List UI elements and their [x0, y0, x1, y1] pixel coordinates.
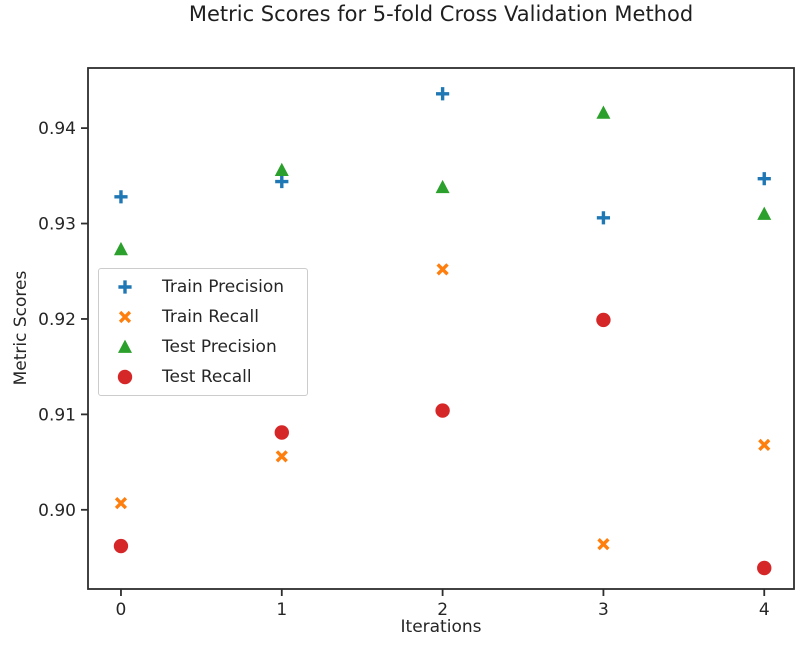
marker-train-recall-2 — [436, 263, 449, 276]
marker-test-precision-3 — [596, 105, 611, 119]
marker-train-precision-4 — [757, 172, 771, 186]
marker-train-recall-3 — [597, 538, 610, 551]
marker-test-precision-4 — [757, 206, 772, 220]
marker-test-recall-3 — [596, 312, 611, 328]
circle-marker-glyph — [117, 369, 133, 384]
triangle-up-marker-icon — [99, 333, 151, 361]
x-tick-label: 0 — [116, 600, 127, 620]
triangle-up-marker-glyph — [118, 339, 132, 353]
marker-train-precision-2 — [436, 87, 450, 101]
marker-test-recall-2 — [435, 403, 450, 418]
legend-item-label: Train Precision — [162, 277, 285, 298]
y-tick-label: 0.91 — [38, 405, 76, 425]
marker-train-precision-1 — [275, 174, 289, 189]
plus-marker-glyph — [118, 280, 132, 294]
legend-item-label: Test Precision — [162, 336, 277, 357]
y-tick-label: 0.93 — [38, 215, 76, 235]
circle-marker-icon — [99, 363, 151, 391]
x-axis-label: Iterations — [400, 617, 482, 637]
y-tick-label: 0.92 — [38, 310, 76, 330]
x-marker-icon — [99, 303, 151, 331]
legend-item-test-precision: Test Precision — [99, 332, 307, 361]
legend: Train Precision Train Recall Test Precisio… — [98, 268, 308, 396]
marker-test-precision-1 — [274, 162, 289, 177]
y-axis-label: Metric Scores — [11, 270, 31, 386]
legend-item-test-recall: Test Recall — [99, 362, 307, 391]
marker-train-precision-3 — [596, 211, 611, 225]
marker-test-recall-1 — [274, 425, 289, 440]
y-tick-label: 0.90 — [38, 501, 76, 521]
x-tick-label: 1 — [276, 600, 287, 620]
marker-train-precision-0 — [114, 190, 128, 204]
x-tick-label: 4 — [759, 600, 770, 620]
legend-item-label: Test Recall — [162, 366, 252, 387]
marker-test-precision-0 — [113, 241, 128, 256]
marker-train-recall-4 — [758, 438, 771, 452]
marker-test-precision-2 — [435, 179, 450, 194]
x-tick-label: 2 — [437, 600, 448, 620]
marker-train-recall-0 — [114, 497, 128, 510]
legend-item-train-recall: Train Recall — [99, 303, 307, 332]
x-marker-glyph — [118, 310, 132, 324]
x-tick-label: 3 — [598, 600, 609, 620]
chart-title: Metric Scores for 5-fold Cross Validatio… — [188, 2, 694, 26]
marker-train-recall-1 — [275, 450, 288, 463]
plus-marker-icon — [99, 273, 151, 301]
marker-test-recall-0 — [113, 538, 129, 554]
legend-item-label: Train Recall — [162, 307, 259, 328]
axes-frame — [87, 67, 795, 590]
y-tick-label: 0.94 — [38, 119, 76, 139]
legend-item-train-precision: Train Precision — [99, 273, 307, 302]
marker-test-recall-4 — [757, 560, 772, 576]
